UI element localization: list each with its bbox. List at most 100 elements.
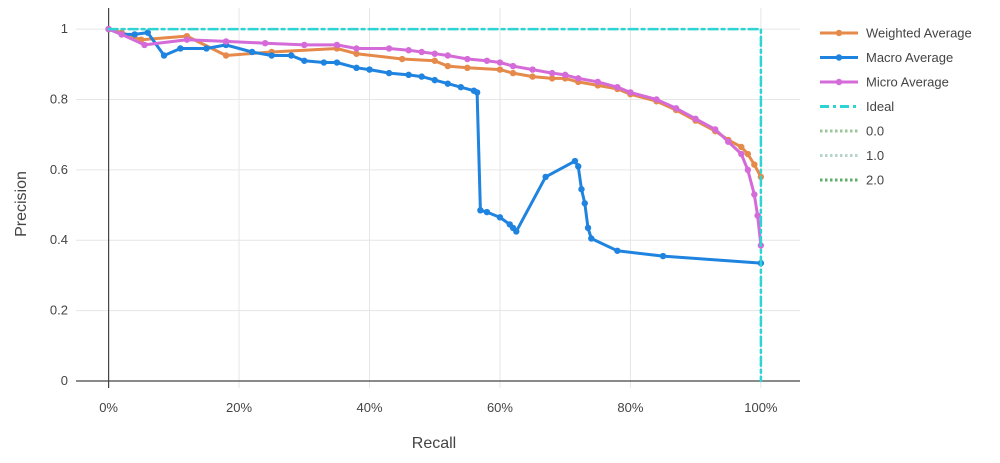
series-area (105, 25, 765, 383)
data-point (431, 50, 438, 57)
legend-label: Macro Average (866, 50, 953, 65)
data-point (444, 62, 451, 70)
grid (76, 8, 800, 388)
data-point (203, 45, 210, 52)
data-point (575, 75, 582, 82)
axes (76, 8, 800, 388)
data-point (320, 59, 328, 66)
data-point (588, 235, 595, 242)
data-point (418, 48, 425, 56)
data-point (333, 41, 341, 49)
legend-item[interactable]: Micro Average (820, 75, 949, 90)
data-point (431, 57, 438, 64)
data-point (496, 59, 504, 66)
data-point (483, 57, 491, 64)
data-point (301, 57, 308, 64)
x-tick-label: 0% (99, 400, 118, 415)
data-point (571, 157, 579, 165)
data-point (131, 31, 138, 38)
data-point (353, 50, 360, 57)
data-point (594, 78, 602, 86)
series-macro-average (105, 25, 765, 267)
data-point (738, 143, 745, 151)
data-point (268, 52, 275, 59)
legend-label: 2.0 (866, 173, 884, 188)
data-point (464, 64, 471, 72)
series-line (107, 27, 763, 265)
x-axis-title: Recall (412, 435, 456, 452)
data-point (183, 36, 191, 43)
x-tick-label: 80% (617, 400, 643, 415)
x-tick-label: 20% (226, 400, 252, 415)
data-point (457, 83, 465, 91)
series-ideal (107, 27, 763, 383)
data-point (141, 41, 148, 49)
data-point (627, 89, 634, 96)
legend-item[interactable]: Ideal (820, 99, 894, 114)
data-point (751, 161, 758, 168)
data-point (398, 55, 406, 63)
data-point (118, 31, 125, 38)
data-point (744, 166, 752, 174)
y-axis-title: Precision (13, 171, 30, 237)
legend-item[interactable]: 0.0 (820, 124, 884, 139)
data-point (405, 71, 412, 79)
legend-item[interactable]: Weighted Average (820, 26, 972, 41)
data-point (248, 48, 256, 56)
data-point (444, 52, 451, 59)
y-tick-label: 0 (61, 373, 68, 388)
legend-label: 0.0 (866, 124, 884, 139)
data-point (477, 207, 484, 214)
data-point (529, 73, 536, 80)
y-tick-label: 0.8 (50, 91, 68, 106)
legend-item[interactable]: 2.0 (820, 173, 884, 188)
data-point (385, 69, 393, 77)
y-tick-label: 1 (61, 21, 68, 36)
data-point (578, 186, 585, 193)
data-point (653, 96, 660, 103)
data-point (692, 115, 699, 123)
data-point (431, 76, 438, 84)
data-point (222, 52, 230, 59)
x-tick-label: 60% (487, 400, 513, 415)
data-point (366, 66, 373, 73)
x-tick-label: 40% (356, 400, 382, 415)
data-point (385, 45, 393, 52)
series-micro-average (105, 25, 765, 249)
data-point (288, 52, 295, 59)
data-point (614, 83, 621, 91)
legend-marker (835, 78, 843, 86)
data-point (509, 69, 517, 77)
data-point (754, 212, 761, 219)
data-point (529, 66, 536, 73)
data-point (301, 41, 308, 49)
data-point (333, 59, 341, 66)
x-tick-label: 100% (744, 400, 778, 415)
legend-label: Micro Average (866, 75, 949, 90)
data-point (672, 105, 680, 112)
legend-label: 1.0 (866, 148, 884, 163)
data-point (496, 66, 504, 73)
data-point (712, 126, 719, 133)
series-line (107, 27, 763, 383)
data-point (725, 138, 732, 145)
data-point (584, 224, 592, 232)
data-point (177, 45, 184, 52)
legend-marker (835, 54, 843, 61)
data-point (353, 64, 360, 72)
data-point (738, 150, 745, 158)
data-point (405, 47, 412, 54)
legend-label: Ideal (866, 99, 894, 114)
y-tick-label: 0.2 (50, 303, 68, 318)
data-point (160, 52, 168, 59)
data-point (444, 80, 451, 87)
data-point (751, 191, 758, 198)
data-point (744, 150, 752, 158)
legend-item[interactable]: 1.0 (820, 148, 884, 163)
data-point (542, 173, 549, 181)
data-point (464, 55, 471, 63)
legend-item[interactable]: Macro Average (820, 50, 953, 65)
data-point (261, 39, 269, 47)
y-tick-label: 0.6 (50, 162, 68, 177)
